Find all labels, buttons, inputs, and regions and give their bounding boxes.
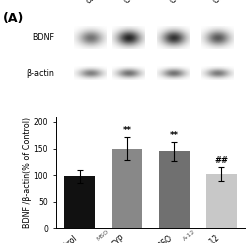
Bar: [111, 148, 142, 228]
Text: MSO: MSO: [96, 229, 110, 242]
Text: (A): (A): [3, 12, 24, 25]
Text: CYP+DMSO: CYP+DMSO: [167, 0, 208, 5]
Text: CYP: CYP: [121, 0, 139, 5]
Bar: [64, 176, 95, 228]
Text: control: control: [84, 0, 111, 5]
Text: β-actin: β-actin: [26, 69, 54, 78]
Bar: [205, 174, 236, 228]
Text: **: **: [122, 126, 131, 135]
Text: CYP+ANA-12: CYP+ANA-12: [210, 0, 252, 5]
Bar: [158, 151, 189, 228]
Y-axis label: BDNF /β-actin(% of Control): BDNF /β-actin(% of Control): [23, 117, 32, 228]
Text: BDNF: BDNF: [32, 33, 54, 43]
Text: ##: ##: [214, 156, 228, 165]
Text: A-12: A-12: [181, 229, 196, 242]
Text: **: **: [169, 131, 178, 140]
